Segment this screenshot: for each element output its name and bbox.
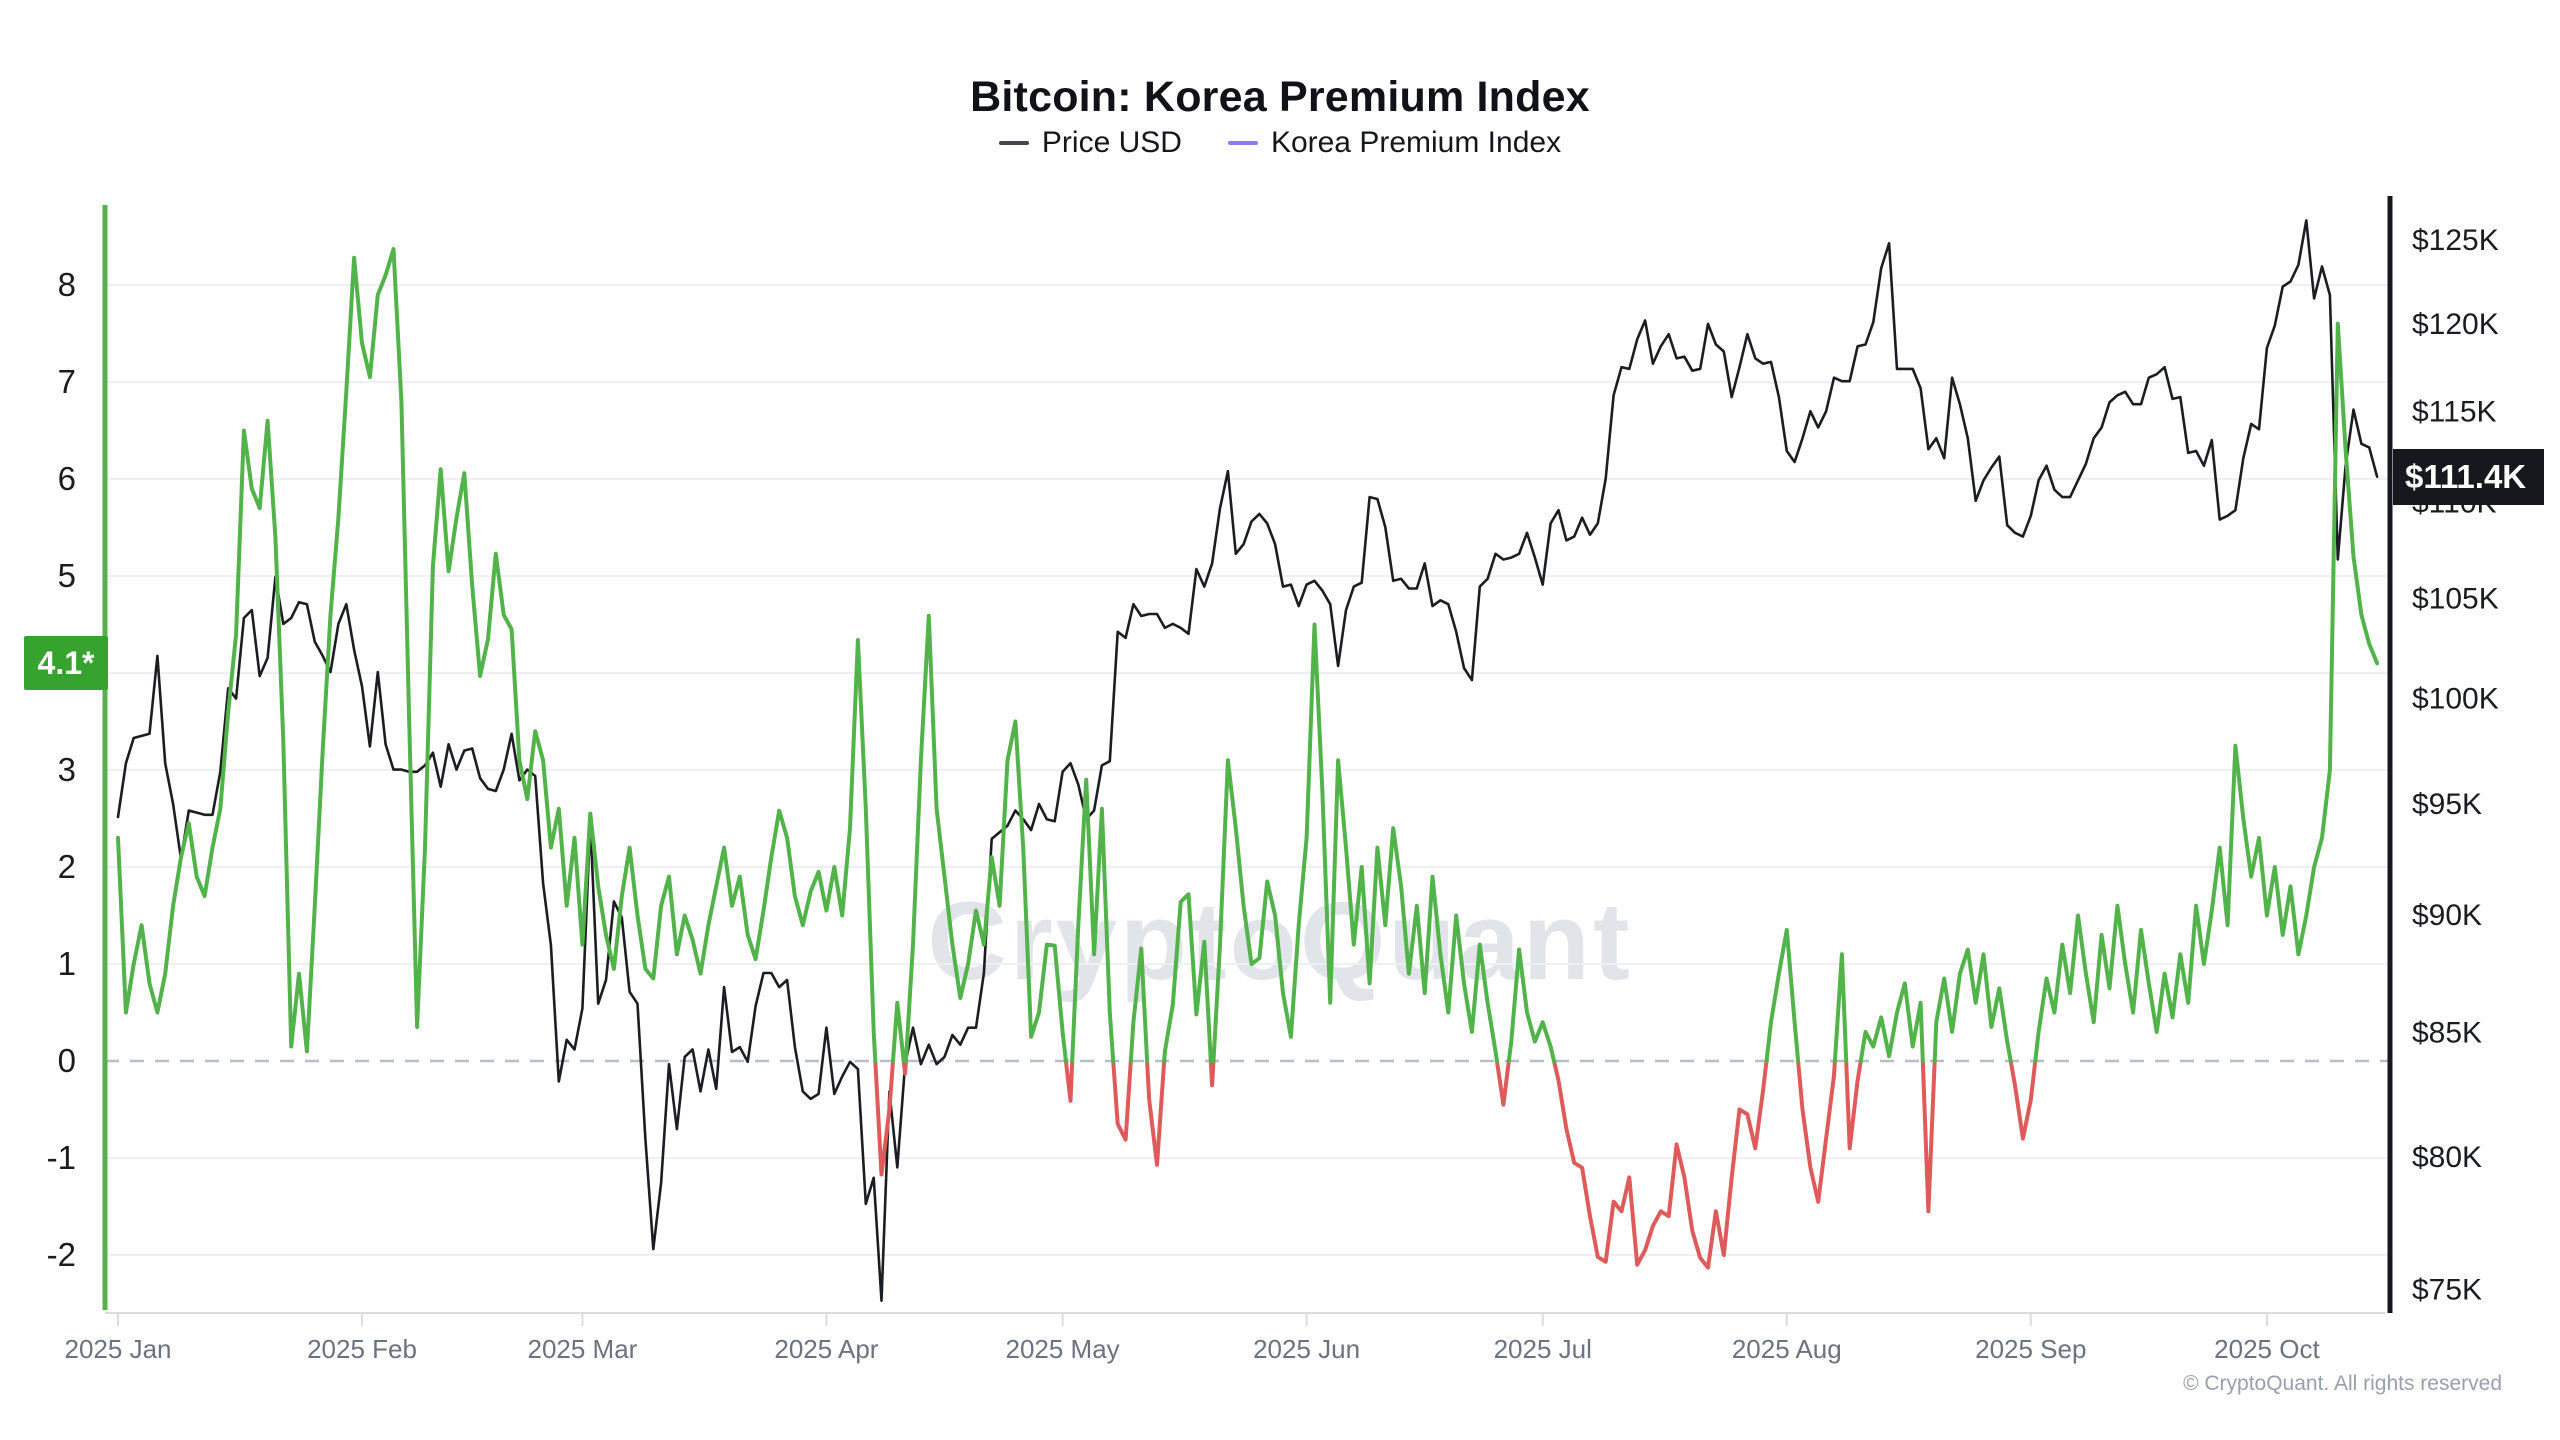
x-tick-label: 2025 Jun <box>1253 1334 1360 1364</box>
y-right-tick-label: $120K <box>2412 308 2499 341</box>
x-tick-label: 2025 Mar <box>527 1334 637 1364</box>
y-right-tick-label: $80K <box>2412 1141 2482 1174</box>
y-left-tick-label: 2 <box>58 848 76 885</box>
premium-last-value-badge: 4.1* <box>24 636 108 690</box>
y-left-tick-label: -1 <box>47 1139 76 1176</box>
y-right-tick-label: $105K <box>2412 582 2499 615</box>
y-left-tick-label: -2 <box>47 1236 76 1273</box>
y-left-tick-label: 3 <box>58 751 76 788</box>
y-left-tick-label: 6 <box>58 460 76 497</box>
x-tick-label: 2025 May <box>1005 1334 1119 1364</box>
premium-line-positive <box>116 247 2380 1063</box>
y-right-tick-label: $75K <box>2412 1274 2482 1307</box>
y-right-tick-label: $125K <box>2412 224 2499 257</box>
legend: Price USD Korea Premium Index <box>0 126 2560 160</box>
y-right-tick-label: $115K <box>2412 395 2497 428</box>
y-right-tick-label: $95K <box>2412 788 2482 821</box>
copyright-notice: © CryptoQuant. All rights reserved <box>2183 1372 2502 1395</box>
legend-item-price: Price USD <box>998 126 1182 160</box>
x-tick-label: 2025 Aug <box>1732 1334 1842 1364</box>
y-left-tick-label: 7 <box>58 363 76 400</box>
page-title: Bitcoin: Korea Premium Index <box>970 72 1590 121</box>
x-tick-label: 2025 Apr <box>774 1334 878 1364</box>
legend-label-price: Price USD <box>1041 126 1182 159</box>
price-line <box>116 219 2379 1302</box>
x-tick-label: 2025 Jul <box>1494 1334 1592 1364</box>
y-left-tick-label: 8 <box>58 266 76 303</box>
x-tick-label: 2025 Jan <box>65 1334 172 1364</box>
x-tick-label: 2025 Feb <box>307 1334 417 1364</box>
price-last-value-badge: $111.4K <box>2393 449 2544 505</box>
legend-label-premium: Korea Premium Index <box>1270 126 1562 159</box>
y-left-tick-label: 1 <box>58 945 76 982</box>
y-left-tick-label: 0 <box>58 1042 76 1079</box>
y-right-tick-label: $90K <box>2412 899 2482 932</box>
y-right-tick-label: $85K <box>2412 1017 2482 1050</box>
premium-line-negative <box>873 1059 2038 1270</box>
y-left-tick-label: 5 <box>58 557 76 594</box>
legend-item-premium: Korea Premium Index <box>1227 126 1562 160</box>
y-right-tick-label: $100K <box>2412 683 2499 716</box>
x-tick-label: 2025 Sep <box>1975 1334 2086 1364</box>
premium-line-swatch-icon <box>1227 141 1258 145</box>
x-tick-label: 2025 Oct <box>2214 1334 2320 1364</box>
price-line-swatch-icon <box>998 141 1029 145</box>
